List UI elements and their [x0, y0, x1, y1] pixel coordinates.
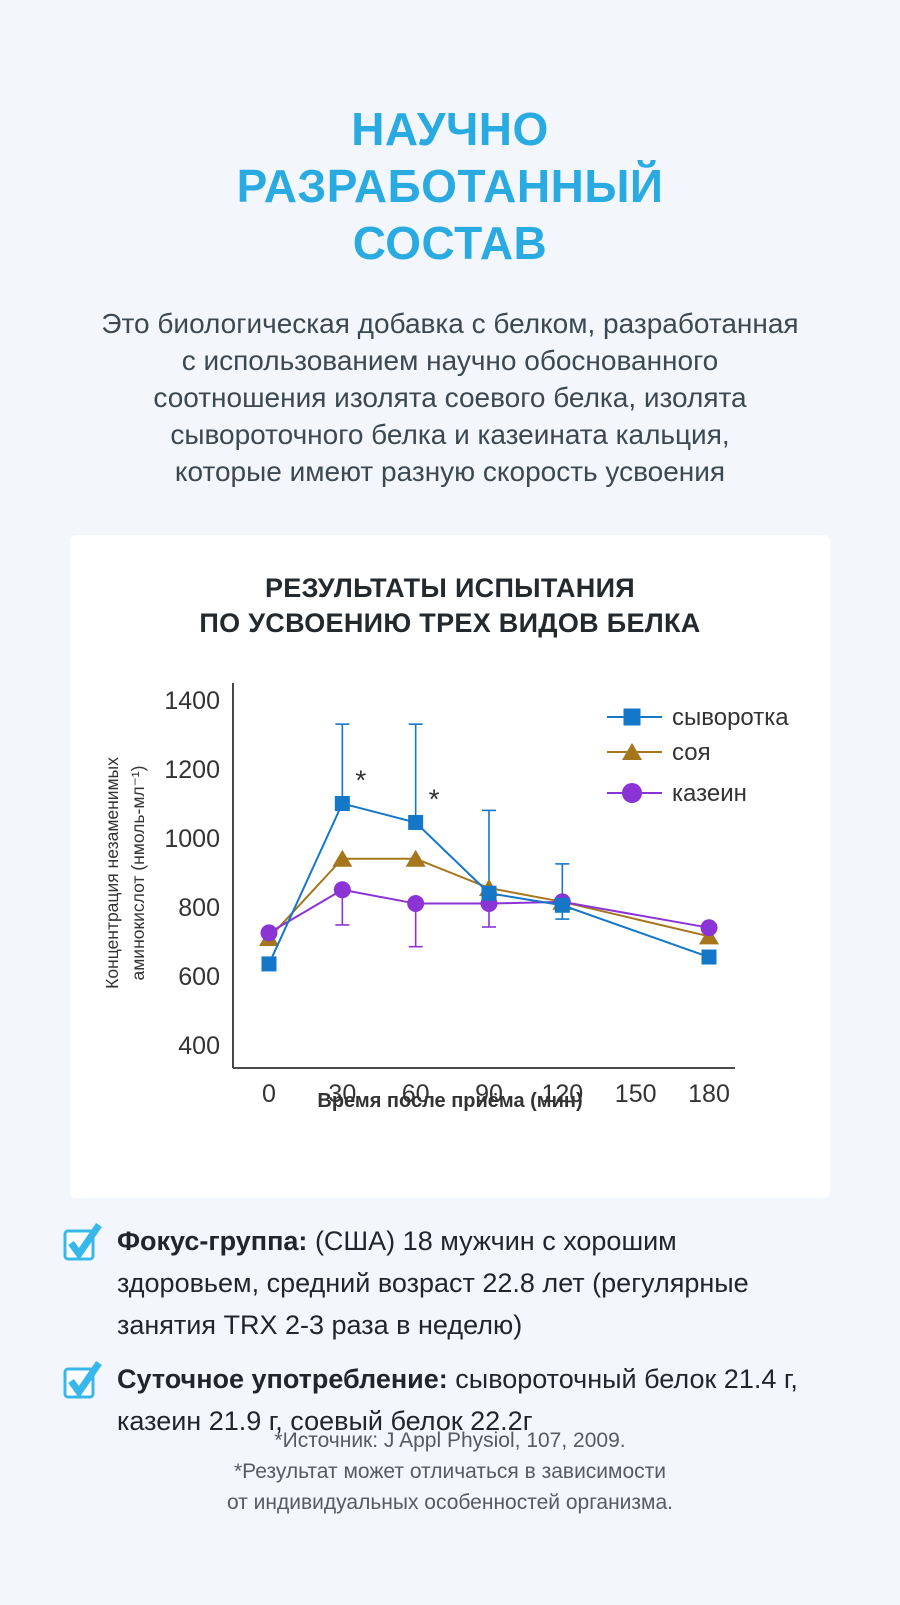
y-axis-title: аминокислот (нмоль-мл⁻¹) — [128, 766, 148, 981]
footnote-line: от индивидуальных особенностей организма… — [227, 1491, 673, 1514]
list-item-label: Суточное употребление: — [117, 1364, 448, 1394]
page-title-line: НАУЧНО — [351, 103, 549, 155]
x-tick-label: 120 — [541, 1080, 583, 1108]
y-tick-label: 1400 — [164, 687, 220, 715]
list-item-label: Фокус-группа: — [117, 1226, 308, 1256]
list-item: Суточное употребление: сывороточный бело… — [62, 1358, 802, 1442]
intro-line: соотношения изолята соевого белка, изоля… — [153, 382, 747, 413]
series-marker-сыворотка — [481, 885, 497, 901]
x-tick-label: 180 — [688, 1080, 730, 1108]
significance-asterisk: * — [429, 783, 440, 814]
intro-paragraph: Это биологическая добавка с белком, разр… — [50, 305, 850, 490]
series-marker-сыворотка — [701, 949, 717, 965]
source-footnote: *Источник: J Appl Physiol, 107, 2009. *Р… — [100, 1425, 800, 1518]
list-item-body: сывороточный белок 21.4 г, казеин 21.9 г… — [117, 1364, 798, 1436]
list-item-text: Суточное употребление: сывороточный бело… — [117, 1358, 802, 1442]
footnote-line: *Источник: J Appl Physiol, 107, 2009. — [274, 1429, 626, 1452]
y-axis-title: Концентрация незаменимых — [102, 757, 122, 989]
series-marker-казеин — [333, 881, 351, 899]
chart-title-line: ПО УСВОЕНИЮ ТРЕХ ВИДОВ БЕЛКА — [199, 608, 701, 638]
series-marker-сыворотка — [261, 956, 277, 972]
page-title-line: СОСТАВ — [352, 217, 548, 269]
checkbox-check-icon — [63, 1223, 102, 1261]
legend-marker-сыворотка — [623, 708, 641, 726]
y-tick-label: 1000 — [164, 825, 220, 853]
study-facts: Фокус-группа: (США) 18 мужчин с хорошим … — [62, 1220, 802, 1454]
legend-marker-соя — [622, 743, 642, 760]
y-tick-label: 1200 — [164, 756, 220, 784]
list-item-body: (США) 18 мужчин с хорошим здоровьем, сре… — [117, 1226, 749, 1340]
series-marker-сыворотка — [408, 814, 424, 830]
footnote-line: *Результат может отличаться в зависимост… — [233, 1460, 667, 1483]
x-tick-label: 60 — [402, 1080, 430, 1108]
list-item-text: Фокус-группа: (США) 18 мужчин с хорошим … — [117, 1220, 802, 1346]
page-title: НАУЧНО РАЗРАБОТАННЫЙ СОСТАВ — [0, 101, 900, 272]
series-marker-казеин — [700, 919, 718, 937]
significance-asterisk: * — [355, 765, 366, 796]
x-tick-label: 0 — [262, 1080, 276, 1108]
series-marker-соя — [332, 849, 353, 867]
intro-line: с использованием научно обоснованного — [181, 345, 719, 376]
series-marker-соя — [405, 849, 426, 867]
y-tick-label: 600 — [178, 963, 220, 991]
y-tick-label: 800 — [178, 894, 220, 922]
checkbox-check-icon — [63, 1361, 102, 1399]
legend-label: казеин — [672, 780, 747, 807]
series-marker-сыворотка — [554, 897, 570, 913]
chart-title: РЕЗУЛЬТАТЫ ИСПЫТАНИЯ ПО УСВОЕНИЮ ТРЕХ ВИ… — [70, 571, 830, 641]
series-marker-казеин — [260, 924, 278, 942]
protein-absorption-chart: 400 600 800 1000 1200 1400 0 30 60 90 120 150 180 * * с… — [102, 683, 789, 1112]
list-item: Фокус-группа: (США) 18 мужчин с хорошим … — [62, 1220, 802, 1346]
series-line-сыворотка — [268, 802, 710, 965]
legend-label: сыворотка — [672, 704, 789, 731]
y-tick-label: 400 — [178, 1032, 220, 1060]
chart-title-line: РЕЗУЛЬТАТЫ ИСПЫТАНИЯ — [264, 573, 635, 603]
legend-marker-казеин — [622, 783, 642, 803]
series-line-соя — [268, 857, 710, 939]
series-marker-сыворотка — [334, 796, 350, 811]
page-title-line: РАЗРАБОТАННЫЙ — [236, 160, 664, 212]
chart-card: РЕЗУЛЬТАТЫ ИСПЫТАНИЯ ПО УСВОЕНИЮ ТРЕХ ВИ… — [70, 535, 830, 1198]
series-line-казеин — [268, 888, 710, 934]
legend-label: соя — [672, 739, 711, 766]
x-tick-label: 30 — [328, 1080, 356, 1108]
x-axis-title: Время после приёма (мин) — [317, 1090, 582, 1112]
x-tick-label: 150 — [615, 1080, 657, 1108]
intro-line: сывороточного белка и казеината кальция, — [170, 419, 730, 450]
x-tick-label: 90 — [475, 1080, 503, 1108]
intro-line: которые имеют разную скорость усвоения — [174, 456, 726, 487]
intro-line: Это биологическая добавка с белком, разр… — [101, 308, 799, 339]
series-marker-казеин — [407, 895, 425, 913]
